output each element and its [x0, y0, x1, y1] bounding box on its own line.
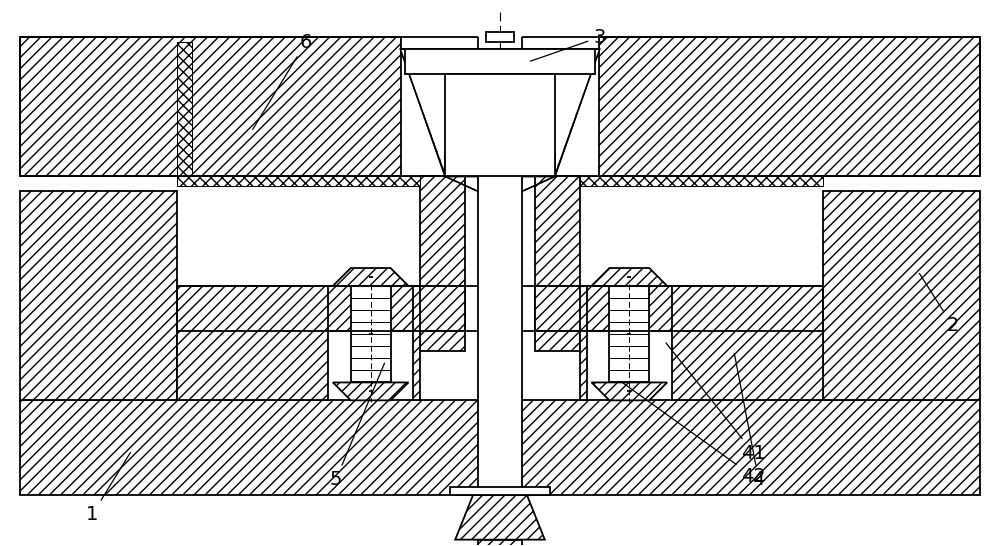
Polygon shape [402, 50, 598, 175]
Polygon shape [580, 286, 587, 400]
Polygon shape [445, 152, 555, 171]
Polygon shape [401, 49, 599, 176]
Polygon shape [478, 539, 522, 546]
Polygon shape [599, 37, 980, 176]
Polygon shape [333, 268, 408, 286]
Polygon shape [333, 382, 408, 400]
Polygon shape [177, 42, 192, 176]
Polygon shape [351, 286, 391, 382]
Polygon shape [401, 37, 445, 176]
Text: 5: 5 [330, 363, 385, 489]
Polygon shape [535, 176, 580, 351]
Polygon shape [823, 192, 980, 400]
Text: 1: 1 [86, 453, 130, 524]
Polygon shape [20, 192, 177, 400]
Polygon shape [580, 176, 823, 186]
Polygon shape [455, 495, 545, 539]
Polygon shape [486, 32, 514, 42]
Polygon shape [592, 382, 667, 400]
Polygon shape [413, 286, 420, 400]
Polygon shape [20, 400, 980, 495]
Polygon shape [405, 49, 595, 74]
Polygon shape [555, 37, 599, 176]
Text: 42: 42 [622, 382, 766, 486]
Polygon shape [420, 176, 465, 351]
Polygon shape [478, 49, 522, 505]
Text: 2: 2 [919, 274, 959, 335]
Text: 6: 6 [253, 33, 312, 129]
Polygon shape [450, 487, 550, 495]
Polygon shape [445, 74, 555, 176]
Polygon shape [177, 176, 420, 186]
Polygon shape [609, 286, 649, 382]
Text: 4: 4 [734, 353, 765, 489]
Text: 41: 41 [666, 343, 766, 462]
Polygon shape [672, 286, 823, 400]
Polygon shape [592, 268, 667, 286]
Polygon shape [20, 37, 401, 176]
Polygon shape [535, 286, 823, 331]
Polygon shape [177, 286, 465, 331]
Polygon shape [177, 286, 328, 400]
Text: 3: 3 [530, 28, 606, 61]
